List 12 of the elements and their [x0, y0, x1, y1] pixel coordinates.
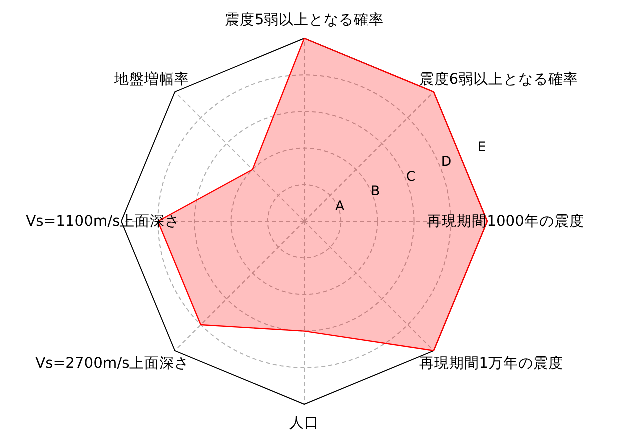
y-tick-label: D: [441, 155, 452, 170]
y-tick-label: C: [406, 170, 416, 185]
spoke-label: 再現期間1000年の震度: [427, 213, 584, 230]
spoke-label: 震度6弱以上となる確率: [419, 70, 579, 88]
spoke-label: 再現期間1万年の震度: [419, 355, 564, 372]
spoke-label: 地盤増幅率: [114, 70, 190, 88]
spoke-label: Vs=2700m/s上面深さ: [36, 355, 190, 372]
y-tick-label: E: [478, 140, 486, 156]
spoke-label: 震度5弱以上となる確率: [224, 12, 384, 29]
spoke-label: 人口: [290, 414, 320, 432]
y-tick-label: B: [370, 184, 380, 200]
y-tick-label: A: [335, 199, 345, 214]
